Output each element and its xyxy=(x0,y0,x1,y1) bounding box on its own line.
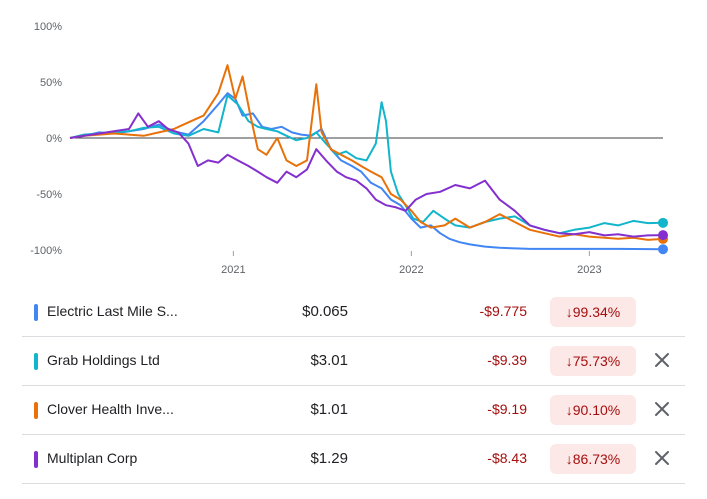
series-line xyxy=(69,94,664,235)
stock-name: Electric Last Mile S... xyxy=(47,303,178,319)
x-tick-label: 2021 xyxy=(221,264,245,276)
stock-change: -$9.19 xyxy=(487,401,527,417)
stock-price: $1.01 xyxy=(310,401,348,418)
remove-comparison-button[interactable] xyxy=(652,350,672,370)
remove-comparison-button[interactable] xyxy=(652,448,672,468)
stock-row-grab-holdings[interactable]: Grab Holdings Ltd $3.01 -$9.39 ↓75.73% xyxy=(22,337,685,386)
y-tick-label: 100% xyxy=(34,21,62,33)
stock-name: Grab Holdings Ltd xyxy=(47,352,160,368)
stock-change: -$9.39 xyxy=(487,352,527,368)
y-tick-label: -50% xyxy=(36,189,62,201)
percent-change-badge: ↓86.73% xyxy=(550,444,636,474)
remove-comparison-button[interactable] xyxy=(652,399,672,419)
series-end-dots xyxy=(658,217,668,255)
series-end-dot xyxy=(658,217,668,228)
stock-price: $0.065 xyxy=(302,303,348,320)
series-color-swatch xyxy=(34,402,38,419)
stock-row-electric-last-mile[interactable]: Electric Last Mile S... $0.065 -$9.775 ↓… xyxy=(22,288,685,337)
x-axis: 2021 2022 2023 xyxy=(221,251,602,276)
series-end-dot xyxy=(658,230,668,241)
stock-price: $3.01 xyxy=(310,352,348,369)
y-axis: 100% 50% 0% -50% -100% xyxy=(30,21,663,257)
series-color-swatch xyxy=(34,353,38,370)
stock-name: Clover Health Inve... xyxy=(47,401,174,417)
series-line xyxy=(69,112,664,238)
y-tick-label: 0% xyxy=(46,133,62,145)
series-end-dot xyxy=(658,244,668,255)
comparison-line-chart: 100% 50% 0% -50% -100% 2021 2022 2023 xyxy=(30,21,668,276)
x-tick-label: 2023 xyxy=(577,264,601,276)
close-icon xyxy=(655,353,669,367)
close-icon xyxy=(655,451,669,465)
stock-row-clover-health[interactable]: Clover Health Inve... $1.01 -$9.19 ↓90.1… xyxy=(22,386,685,435)
stock-name: Multiplan Corp xyxy=(47,450,138,466)
stock-row-multiplan[interactable]: Multiplan Corp $1.29 -$8.43 ↓86.73% xyxy=(22,435,685,484)
stock-change: -$8.43 xyxy=(487,450,527,466)
series-lines xyxy=(69,64,664,251)
stock-price: $1.29 xyxy=(310,450,348,467)
y-tick-label: 50% xyxy=(40,77,62,89)
series-line xyxy=(69,64,664,241)
percent-change-badge: ↓99.34% xyxy=(550,297,636,327)
stock-list: Electric Last Mile S... $0.065 -$9.775 ↓… xyxy=(22,288,685,484)
series-color-swatch xyxy=(34,304,38,321)
series-line xyxy=(69,92,664,251)
series-color-swatch xyxy=(34,451,38,468)
y-tick-label: -100% xyxy=(30,245,62,257)
stock-change: -$9.775 xyxy=(479,303,527,319)
percent-change-badge: ↓90.10% xyxy=(550,395,636,425)
x-tick-label: 2022 xyxy=(399,264,423,276)
close-icon xyxy=(655,402,669,416)
percent-change-badge: ↓75.73% xyxy=(550,346,636,376)
